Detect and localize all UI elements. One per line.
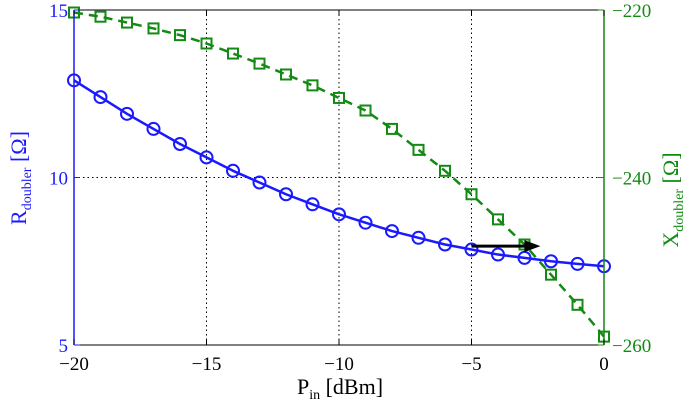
series-lines bbox=[73, 11, 605, 338]
data-point-X_doubler bbox=[94, 10, 107, 23]
series-line-X_doubler bbox=[73, 11, 605, 338]
grid-lines bbox=[74, 10, 604, 345]
data-point-X_doubler bbox=[121, 16, 133, 29]
x-axis-title-unit: [dBm] bbox=[320, 374, 383, 399]
data-point-X_doubler bbox=[386, 122, 398, 135]
x-tick-label: −20 bbox=[59, 354, 89, 375]
data-point-R_doubler bbox=[544, 254, 558, 269]
right-y-tick-label: −240 bbox=[612, 169, 651, 190]
x-tick-label: −5 bbox=[461, 354, 481, 375]
data-point-R_doubler bbox=[438, 237, 452, 252]
data-point-R_doubler bbox=[279, 187, 293, 202]
right-y-axis-title-sub: doubler bbox=[672, 189, 687, 232]
data-point-R_doubler bbox=[146, 121, 161, 136]
left-y-axis-title-main: R bbox=[6, 210, 31, 225]
data-point-R_doubler bbox=[358, 215, 373, 230]
data-point-R_doubler bbox=[226, 163, 240, 178]
data-point-R_doubler bbox=[411, 230, 426, 245]
x-axis-title: Pin [dBm] bbox=[297, 374, 383, 403]
data-point-R_doubler bbox=[491, 247, 505, 262]
series-markers bbox=[67, 6, 611, 343]
data-point-X_doubler bbox=[571, 298, 584, 311]
data-point-R_doubler bbox=[305, 197, 320, 212]
left-y-tick-label: 10 bbox=[49, 169, 68, 190]
series-line-R_doubler bbox=[73, 79, 605, 268]
data-point-R_doubler bbox=[464, 242, 479, 257]
data-point-R_doubler bbox=[93, 90, 108, 105]
data-point-X_doubler bbox=[280, 68, 292, 81]
annotations bbox=[471, 240, 541, 253]
left-y-axis-title: Rdoubler [Ω] bbox=[6, 131, 35, 225]
x-axis-title-main: P bbox=[297, 374, 309, 399]
data-point-R_doubler bbox=[332, 207, 346, 222]
right-y-tick-label: −220 bbox=[612, 1, 651, 22]
data-point-X_doubler bbox=[174, 29, 186, 42]
data-point-X_doubler bbox=[253, 57, 266, 70]
tick-labels: −20 −15 −10 −5 0 5 10 15 −220 −240 −260 bbox=[49, 1, 651, 375]
data-point-R_doubler bbox=[199, 150, 214, 165]
right-y-axis-title-unit: [Ω] bbox=[658, 152, 683, 189]
right-y-axis-title: Xdoubler [Ω] bbox=[658, 152, 687, 247]
data-point-X_doubler bbox=[359, 104, 372, 117]
data-point-X_doubler bbox=[147, 22, 160, 35]
data-point-X_doubler bbox=[545, 268, 557, 281]
right-y-axis-title-main: X bbox=[658, 232, 683, 248]
data-point-R_doubler bbox=[252, 175, 267, 190]
left-y-tick-label: 5 bbox=[59, 336, 69, 357]
data-point-X_doubler bbox=[492, 213, 504, 226]
axis-ticks bbox=[73, 9, 605, 346]
left-y-tick-label: 15 bbox=[49, 1, 68, 22]
x-tick-label: −10 bbox=[324, 354, 354, 375]
left-y-axis-title-unit: [Ω] bbox=[6, 131, 31, 168]
data-point-R_doubler bbox=[120, 106, 134, 121]
data-point-R_doubler bbox=[173, 137, 187, 151]
left-y-axis-title-sub: doubler bbox=[20, 167, 35, 210]
data-point-X_doubler bbox=[333, 91, 345, 104]
data-point-X_doubler bbox=[412, 143, 425, 156]
data-point-X_doubler bbox=[227, 47, 239, 60]
data-point-X_doubler bbox=[465, 188, 478, 201]
data-point-R_doubler bbox=[570, 256, 585, 271]
x-tick-label: −15 bbox=[192, 354, 222, 375]
data-point-X_doubler bbox=[439, 164, 451, 177]
right-y-tick-label: −260 bbox=[612, 336, 651, 357]
x-tick-label: 0 bbox=[599, 354, 609, 375]
data-point-X_doubler bbox=[200, 37, 213, 50]
data-point-X_doubler bbox=[306, 79, 319, 92]
x-axis-title-sub: in bbox=[309, 388, 320, 403]
data-point-R_doubler bbox=[385, 224, 399, 239]
annotation-arrow-head bbox=[524, 240, 541, 253]
